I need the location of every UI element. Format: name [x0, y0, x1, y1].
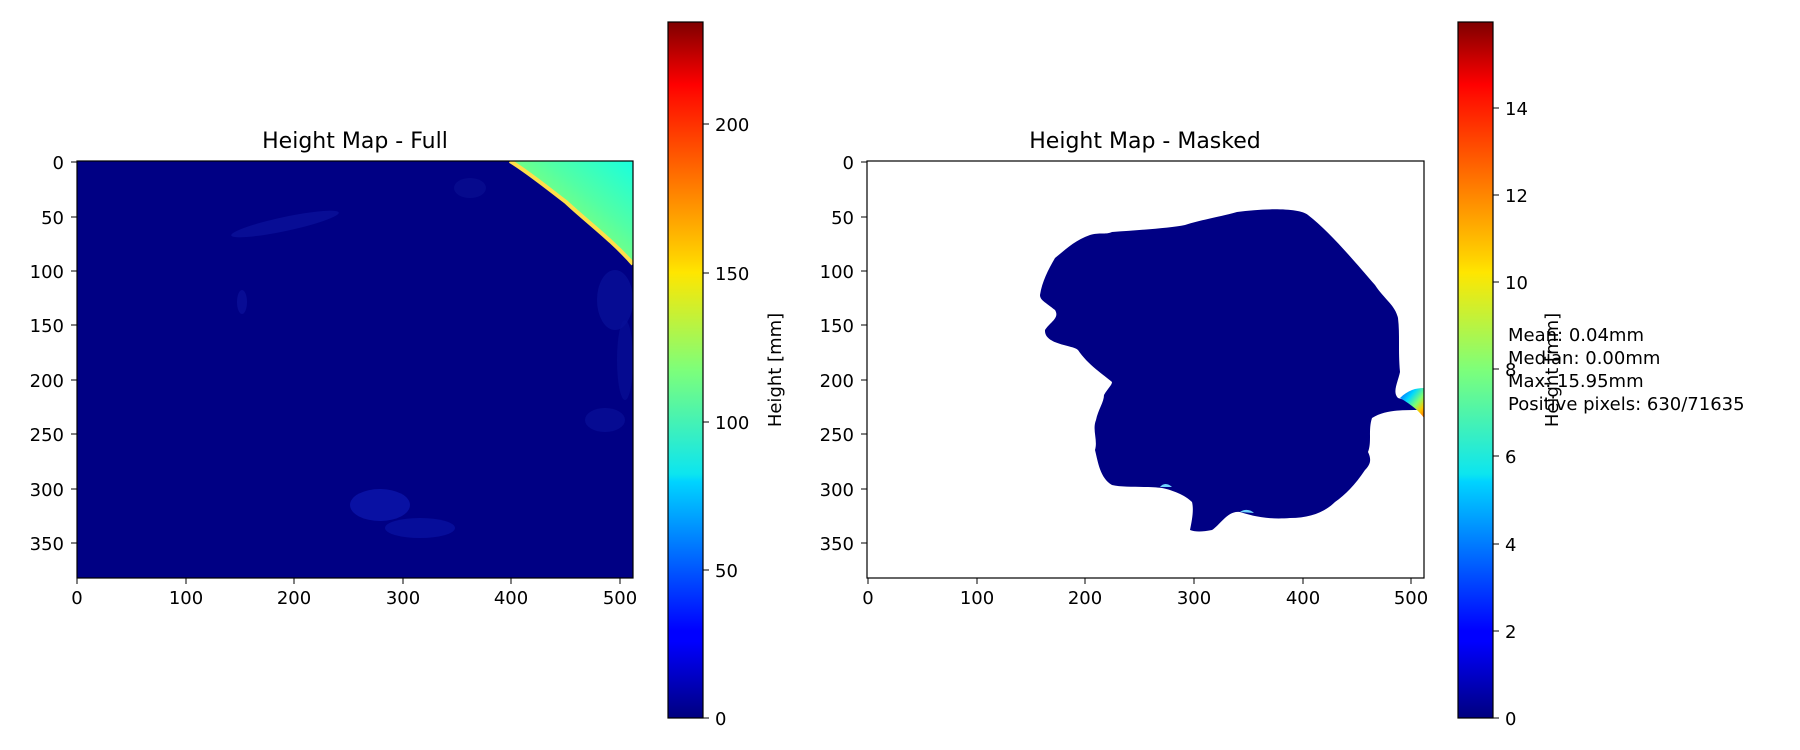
x-tick-label: 200	[277, 588, 311, 609]
x-tick-label: 500	[1394, 588, 1428, 609]
y-axis-ticks-masked: 0 50 100 150 200 250 300 350	[820, 153, 867, 555]
chart-title-full: Height Map - Full	[262, 129, 448, 154]
colorbar-tick-label: 12	[1505, 186, 1528, 207]
y-tick-label: 300	[30, 480, 64, 501]
colorbar-tick-label: 6	[1505, 447, 1516, 468]
colorbar-tick-label: 4	[1505, 535, 1516, 556]
y-tick-label: 250	[820, 425, 854, 446]
y-tick-label: 300	[820, 480, 854, 501]
y-tick-label: 150	[30, 316, 64, 337]
y-tick-label: 350	[820, 534, 854, 555]
stats-positive-pixels: Positive pixels: 630/71635	[1508, 394, 1745, 415]
colorbar-tick-label: 8	[1505, 360, 1516, 381]
x-tick-label: 0	[862, 588, 873, 609]
stats-mean: Mean: 0.04mm	[1508, 325, 1644, 346]
colorbar-masked: 0 2 4 6 8 10 12 14 Height [mm]	[1457, 21, 1563, 730]
x-tick-label: 0	[71, 588, 82, 609]
colorbar-tick-label: 14	[1505, 99, 1528, 120]
x-axis-ticks-masked: 0 100 200 300 400 500	[862, 578, 1428, 609]
y-tick-label: 150	[820, 316, 854, 337]
colorbar-tick-label: 10	[1505, 273, 1528, 294]
y-tick-label: 0	[843, 153, 854, 174]
colorbar-tick-label: 0	[715, 709, 726, 730]
x-tick-label: 100	[169, 588, 203, 609]
y-tick-label: 100	[30, 262, 64, 283]
x-tick-label: 100	[960, 588, 994, 609]
colorbar-tick-label: 100	[715, 413, 749, 434]
colorbar-tick-label: 0	[1505, 709, 1516, 730]
colorbar-full: 0 50 100 150 200 Height [mm]	[667, 21, 786, 730]
x-tick-label: 300	[1177, 588, 1211, 609]
y-tick-label: 50	[41, 208, 64, 229]
x-tick-label: 400	[494, 588, 528, 609]
x-tick-label: 400	[1286, 588, 1320, 609]
heatmap-full-image	[77, 161, 633, 578]
x-tick-label: 300	[386, 588, 420, 609]
y-tick-label: 50	[831, 208, 854, 229]
y-tick-label: 250	[30, 425, 64, 446]
colorbar-label: Height [mm]	[1542, 313, 1563, 427]
y-tick-label: 350	[30, 534, 64, 555]
x-tick-label: 500	[603, 588, 637, 609]
y-tick-label: 200	[820, 371, 854, 392]
stats-annotation: Mean: 0.04mm Median: 0.00mm Max: 15.95mm…	[1508, 325, 1745, 415]
chart-title-masked: Height Map - Masked	[1029, 129, 1260, 154]
y-tick-label: 0	[53, 153, 64, 174]
x-tick-label: 200	[1068, 588, 1102, 609]
colorbar-tick-label: 200	[715, 115, 749, 136]
y-tick-label: 200	[30, 371, 64, 392]
heatmap-masked-image	[867, 161, 1424, 578]
colorbar-label: Height [mm]	[765, 313, 786, 427]
y-axis-ticks-full: 0 50 100 150 200 250 300 350	[30, 153, 77, 555]
stats-median: Median: 0.00mm	[1508, 348, 1660, 369]
colorbar-tick-label: 2	[1505, 622, 1516, 643]
stats-max: Max: 15.95mm	[1508, 371, 1644, 392]
heatmap-full-panel: Height Map - Full 0 100	[30, 21, 786, 730]
y-tick-label: 100	[820, 262, 854, 283]
heatmap-masked-panel: Height Map - Masked 0 100 200 300 400 50…	[820, 21, 1745, 730]
colorbar-tick-label: 150	[715, 264, 749, 285]
colorbar-tick-label: 50	[715, 561, 738, 582]
x-axis-ticks-full: 0 100 200 300 400 500	[71, 578, 637, 609]
